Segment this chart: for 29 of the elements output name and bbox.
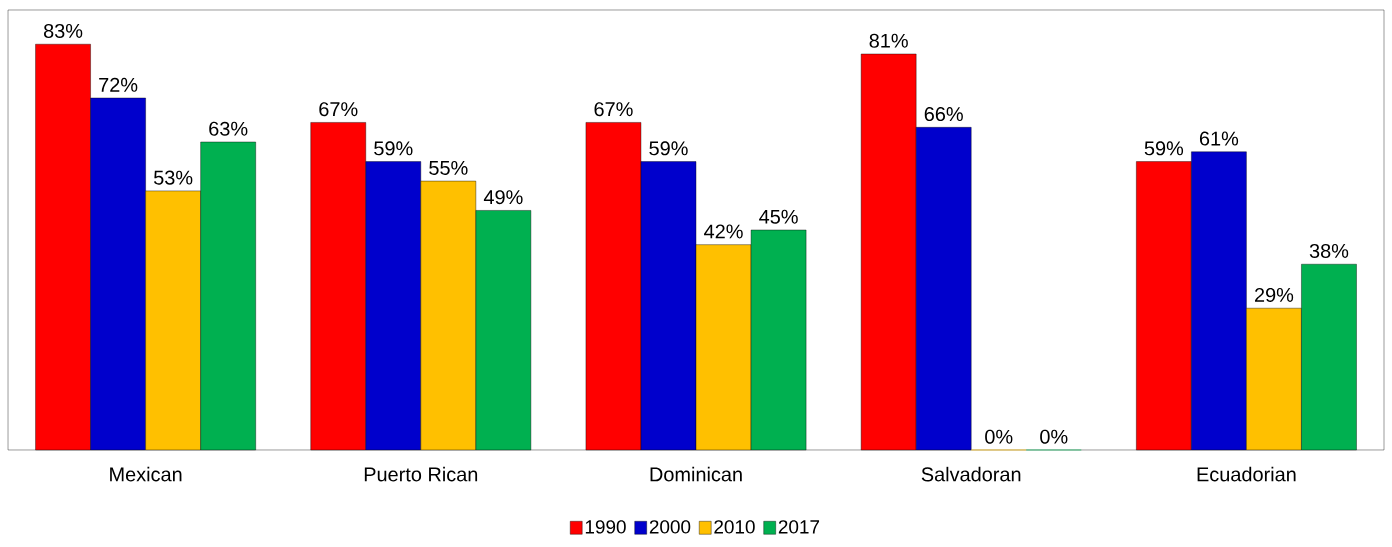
data-label: 42% — [704, 224, 743, 239]
data-label: 53% — [153, 170, 193, 185]
data-label: 29% — [1254, 287, 1294, 302]
data-label: 0% — [1040, 429, 1068, 444]
legend-label: 2000 — [649, 520, 691, 534]
data-label: 66% — [924, 107, 963, 122]
x-tick-label: Salvadoran — [921, 466, 1021, 482]
data-label: 0% — [985, 429, 1013, 444]
x-tick-label: Ecuadorian — [1197, 466, 1296, 482]
data-label: 59% — [1144, 141, 1184, 156]
data-label: 49% — [483, 190, 523, 205]
data-label: 45% — [759, 209, 798, 224]
data-label: 67% — [594, 102, 633, 117]
x-tick-label: Mexican — [110, 466, 182, 482]
legend-label: 1990 — [585, 520, 626, 534]
data-label: 63% — [209, 121, 248, 136]
x-tick-label: Puerto Rican — [364, 466, 478, 482]
data-label: 61% — [1199, 131, 1239, 146]
data-label: 55% — [429, 160, 468, 175]
legend-label: 2017 — [778, 520, 820, 534]
x-tick-label: Dominican — [650, 466, 742, 482]
data-label: 81% — [869, 33, 908, 48]
data-label: 59% — [374, 141, 413, 156]
data-label: 83% — [43, 23, 83, 39]
data-label: 72% — [99, 77, 138, 92]
data-label: 59% — [649, 141, 688, 156]
data-label: 67% — [319, 102, 358, 117]
data-label: 38% — [1309, 243, 1349, 259]
legend-label: 2010 — [714, 520, 755, 534]
